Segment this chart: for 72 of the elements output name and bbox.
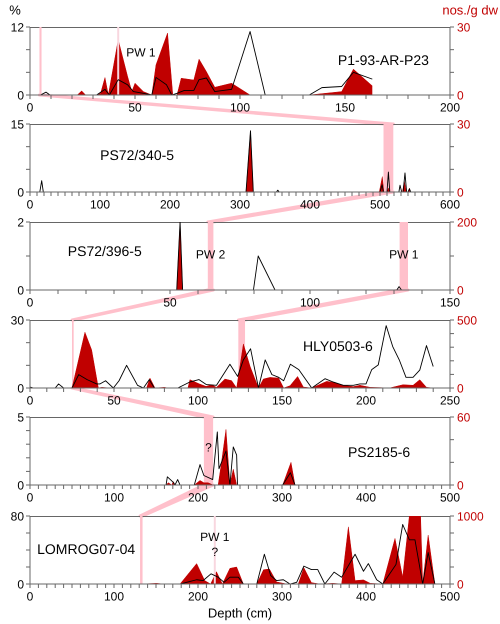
y2-axis-title: nos./g dw xyxy=(442,2,498,18)
x-tick-label: 0 xyxy=(26,394,34,408)
x-tick-label: 500 xyxy=(370,198,390,212)
x-tick-label: 200 xyxy=(440,100,460,115)
x-tick-label: 200 xyxy=(160,198,180,212)
x-axis-title: Depth (cm) xyxy=(208,606,272,620)
y2-tick-label: 0 xyxy=(457,185,464,200)
x-tick-label: 300 xyxy=(272,590,292,604)
x-tick-label: 400 xyxy=(356,590,376,604)
x-tick-label: 200 xyxy=(188,490,208,505)
y-tick-label: 0 xyxy=(17,577,24,592)
y2-tick-label: 0 xyxy=(457,478,464,492)
band-label: PW 1 xyxy=(389,247,418,262)
x-tick-label: 0 xyxy=(26,490,34,505)
y2-tick-label: 60 xyxy=(457,410,471,424)
text: LOMROG07-04 xyxy=(37,540,136,557)
y-tick-label: 30 xyxy=(10,313,24,328)
text: P1-93-AR-P23 xyxy=(338,52,429,68)
y-tick-label: 15 xyxy=(10,117,24,132)
x-tick-label: 50 xyxy=(107,394,121,408)
y-tick-label: 0 xyxy=(17,283,24,298)
y-tick-label: 0 xyxy=(17,185,24,200)
y-tick-label: 0 xyxy=(17,381,24,396)
x-tick-label: 300 xyxy=(272,490,292,505)
y-tick-label: 0 xyxy=(17,478,24,492)
x-tick-label: 250 xyxy=(440,394,460,408)
y-tick-label: 5 xyxy=(17,410,24,424)
x-tick-label: 0 xyxy=(26,590,34,604)
x-tick-label: 500 xyxy=(440,590,460,604)
band-label: ? xyxy=(205,440,212,456)
x-tick-label: 200 xyxy=(188,590,208,604)
x-tick-label: 100 xyxy=(230,100,250,115)
y2-tick-label: 500 xyxy=(457,313,478,328)
y2-tick-label: 0 xyxy=(457,283,464,298)
ref-line-label: PW 1 ? xyxy=(200,530,230,560)
y2-tick-label: 30 xyxy=(457,20,471,34)
y-tick-label: 2 xyxy=(17,215,24,230)
x-tick-label: 50 xyxy=(163,296,177,310)
ref-line-label: PW 1 xyxy=(126,45,156,60)
y-tick-label: 12 xyxy=(10,20,24,34)
x-tick-label: 400 xyxy=(300,198,320,212)
y2-tick-label: 30 xyxy=(457,117,471,132)
x-tick-label: 100 xyxy=(104,590,124,604)
x-tick-label: 400 xyxy=(356,490,376,505)
y2-tick-label: 1000 xyxy=(457,509,484,524)
x-tick-label: 100 xyxy=(188,394,208,408)
y2-tick-label: 0 xyxy=(457,381,464,396)
x-tick-label: 500 xyxy=(440,490,460,505)
y2-tick-label: 0 xyxy=(457,88,464,102)
x-tick-label: 0 xyxy=(26,198,34,212)
x-tick-label: 600 xyxy=(440,198,460,212)
x-tick-label: 0 xyxy=(26,100,34,115)
text: HLY0503-6 xyxy=(303,338,373,354)
y2-tick-label: 0 xyxy=(457,577,464,592)
text: PS72/340-5 xyxy=(100,147,174,163)
text: PS72/396-5 xyxy=(68,242,142,259)
x-tick-label: 100 xyxy=(300,296,320,310)
x-tick-label: 150 xyxy=(334,100,356,115)
x-tick-label: 150 xyxy=(272,394,292,408)
y2-tick-label: 200 xyxy=(457,215,478,230)
x-tick-label: 0 xyxy=(26,296,34,310)
y-axis-title: % xyxy=(9,2,21,18)
x-tick-label: 50 xyxy=(128,100,142,115)
x-tick-label: 100 xyxy=(104,490,124,505)
y-tick-label: 0 xyxy=(17,88,24,102)
y-tick-label: 80 xyxy=(10,509,24,524)
band-label: PW 2 xyxy=(196,247,226,262)
x-tick-label: 200 xyxy=(356,394,376,408)
text: PS2185-6 xyxy=(348,444,410,460)
x-tick-label: 150 xyxy=(440,296,460,310)
x-tick-label: 100 xyxy=(90,198,110,212)
x-tick-label: 300 xyxy=(230,198,250,212)
